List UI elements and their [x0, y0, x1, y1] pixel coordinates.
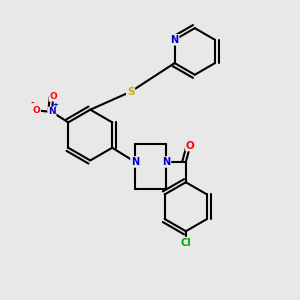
Text: O: O [50, 92, 57, 101]
Text: N: N [131, 157, 139, 167]
Text: S: S [127, 87, 134, 97]
Text: O: O [186, 140, 195, 151]
Text: -: - [31, 99, 34, 108]
Text: +: + [52, 102, 59, 108]
Text: O: O [32, 106, 40, 115]
Text: N: N [171, 35, 179, 45]
Text: Cl: Cl [181, 238, 191, 248]
Text: N: N [48, 107, 56, 116]
Text: N: N [162, 157, 170, 167]
